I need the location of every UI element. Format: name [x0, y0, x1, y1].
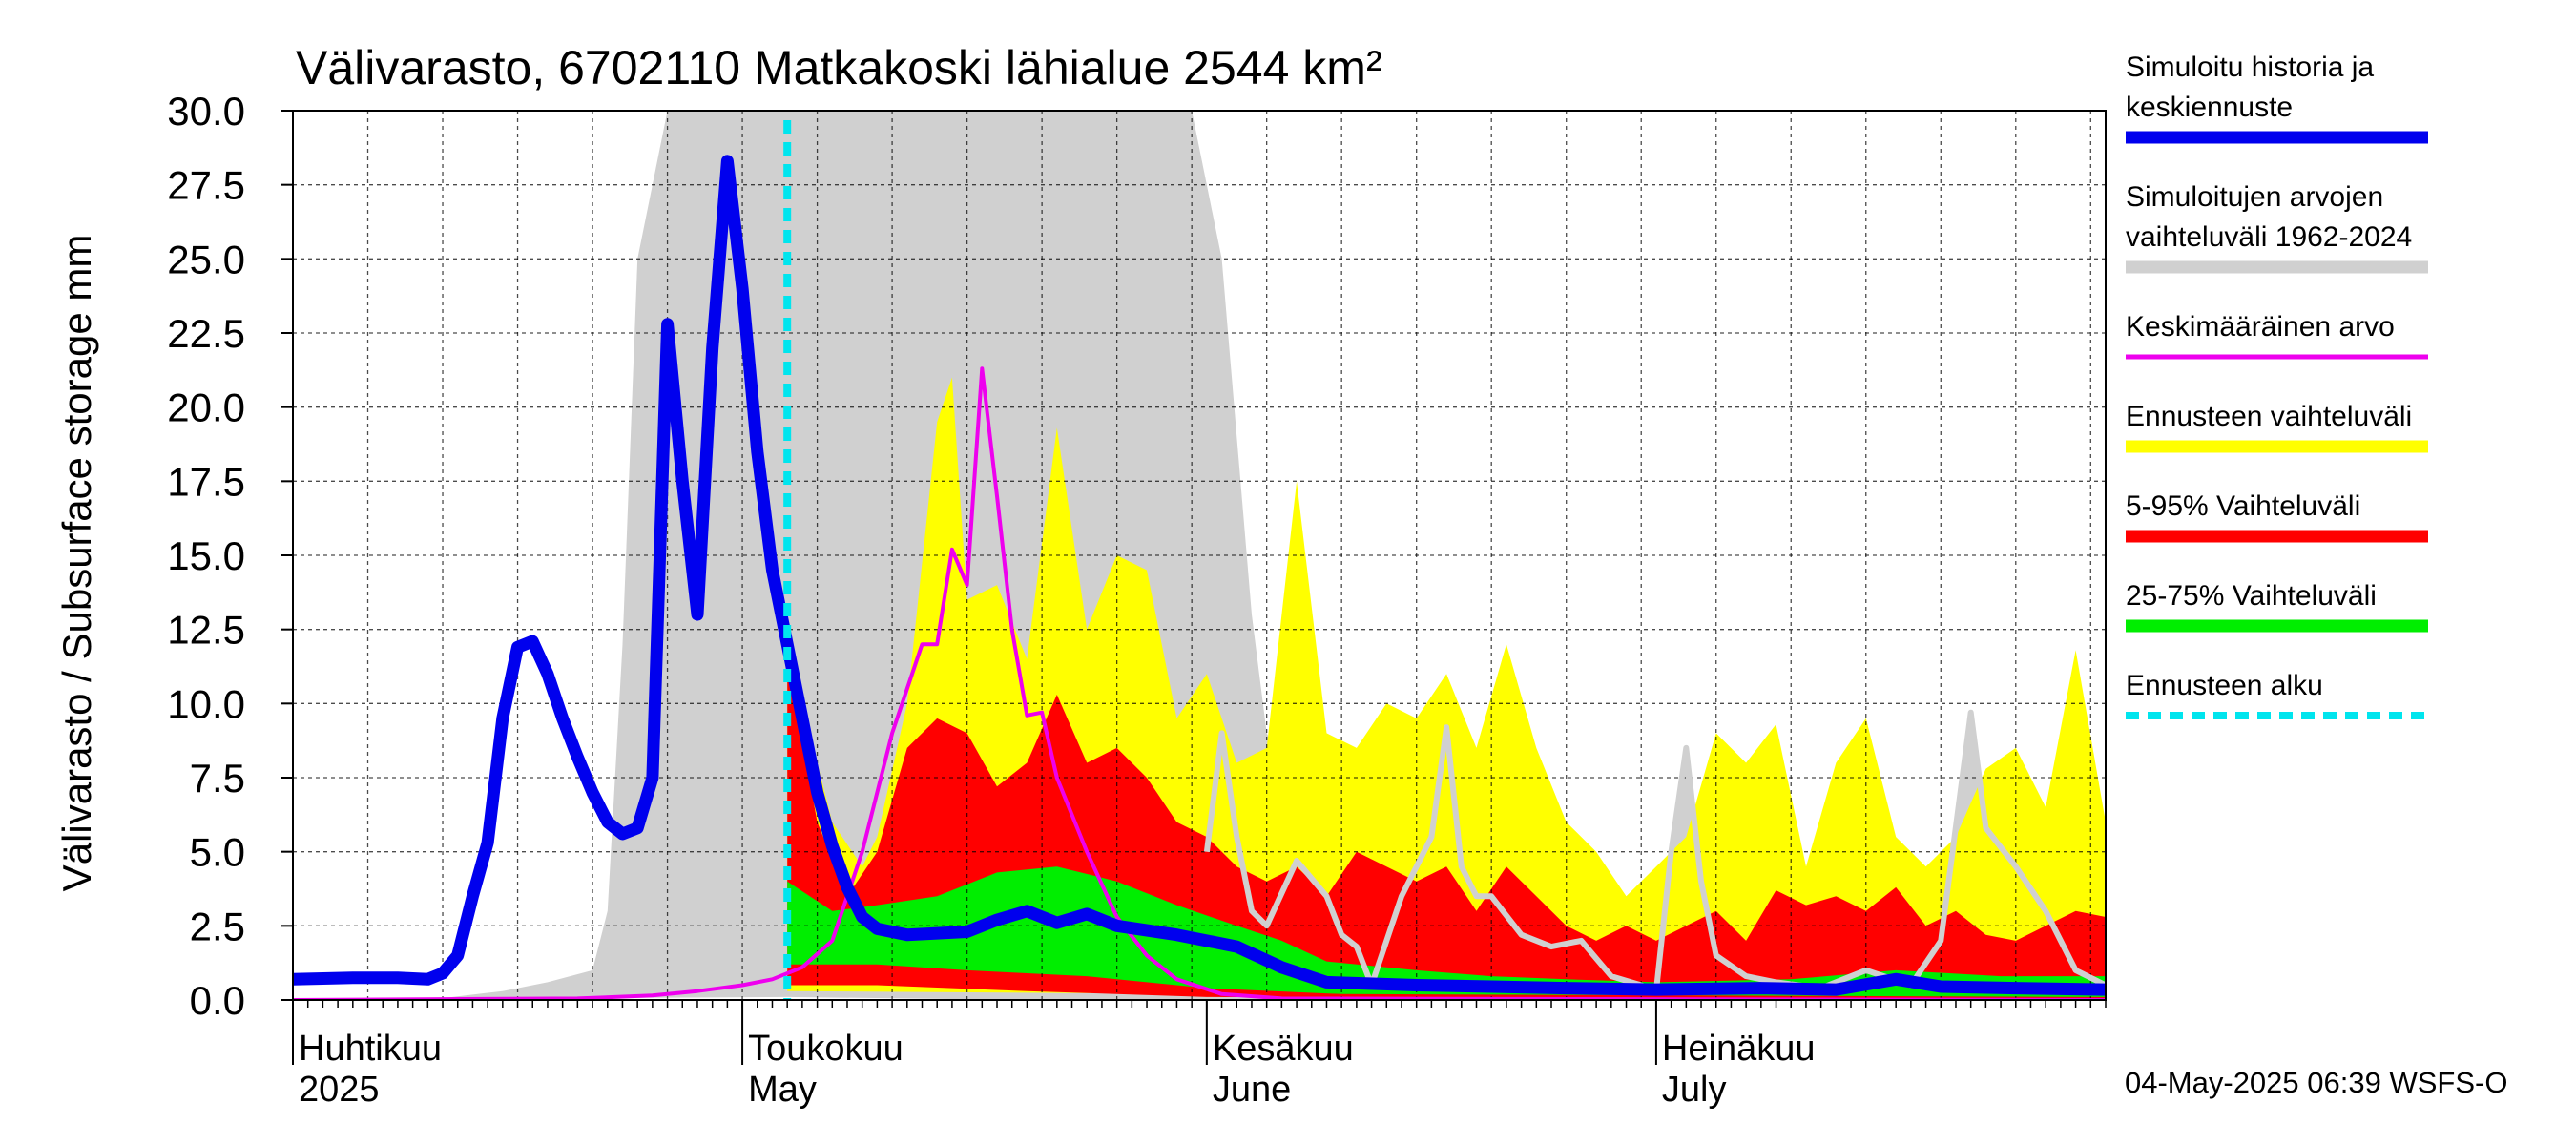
legend-label: Ennusteen vaihteluväli [2126, 401, 2412, 432]
legend-label: Keskimääräinen arvo [2126, 311, 2395, 343]
y-tick-label: 12.5 [167, 608, 245, 653]
legend-label: vaihteluväli 1962-2024 [2126, 221, 2412, 253]
legend-label: 25-75% Vaihteluväli [2126, 580, 2377, 612]
legend-label: Simuloitujen arvojen [2126, 181, 2383, 213]
legend-label: Simuloitu historia ja [2126, 52, 2374, 83]
x-month-sublabel: 2025 [299, 1070, 380, 1110]
series-historical-trace [1203, 709, 2106, 994]
y-tick-label: 10.0 [167, 681, 245, 726]
y-tick-label: 27.5 [167, 163, 245, 208]
y-tick-label: 20.0 [167, 385, 245, 430]
legend-label: Ennusteen alku [2126, 670, 2323, 701]
y-tick-label: 7.5 [190, 756, 245, 801]
x-month-sublabel: June [1213, 1070, 1291, 1110]
y-tick-label: 2.5 [190, 904, 245, 948]
legend: Simuloitu historia ja keskiennuste Simuloi… [2126, 52, 2428, 719]
legend-label: keskiennuste [2126, 92, 2293, 123]
series-mean-line [293, 366, 2106, 1000]
chart-title: Välivarasto, 6702110 Matkakoski lähialue… [296, 41, 1382, 94]
plot-area [292, 110, 2106, 1001]
y-tick-label: 22.5 [167, 311, 245, 356]
x-month-label: Heinäkuu [1662, 1029, 1816, 1069]
y-axis-label: Välivarasto / Subsurface storage mm [54, 235, 99, 892]
x-month-label: Huhtikuu [299, 1029, 442, 1069]
axes: 0.0 2.5 5.0 7.5 10.0 12.5 15.0 17.5 20.0 22.5 25.0… [167, 89, 2107, 1110]
series-simulated-line [293, 155, 2106, 996]
x-month-sublabel: May [748, 1070, 817, 1110]
x-month-label: Toukokuu [748, 1029, 904, 1069]
y-tick-label: 5.0 [190, 830, 245, 875]
footer-timestamp: 04-May-2025 06:39 WSFS-O [2125, 1066, 2507, 1099]
y-tick-label: 15.0 [167, 533, 245, 578]
y-tick-label: 25.0 [167, 237, 245, 281]
x-month-label: Kesäkuu [1213, 1029, 1354, 1069]
y-tick-label: 0.0 [190, 978, 245, 1023]
legend-label: 5-95% Vaihteluväli [2126, 490, 2360, 522]
y-tick-label: 30.0 [167, 89, 245, 134]
x-month-sublabel: July [1662, 1070, 1727, 1110]
y-tick-label: 17.5 [167, 459, 245, 504]
